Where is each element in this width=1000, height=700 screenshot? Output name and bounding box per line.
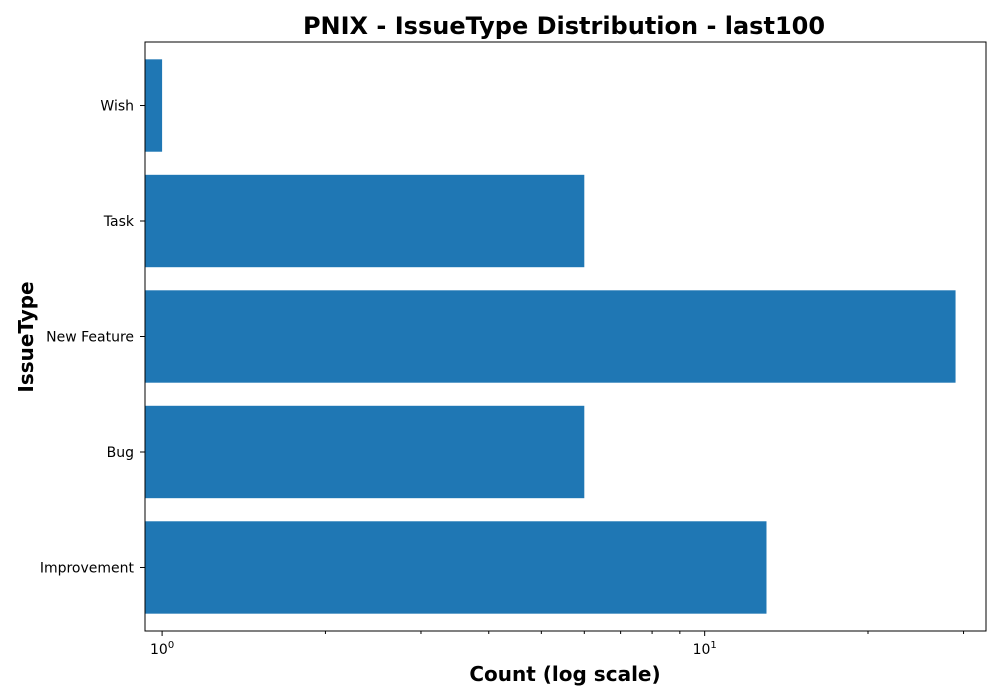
bar-new-feature (145, 290, 956, 383)
x-tick-label: 100 (150, 640, 174, 658)
y-axis-ticks: Improvement Bug New Feature Task Wish (40, 99, 145, 576)
bars-group (145, 59, 956, 614)
y-tick-label: Task (103, 214, 135, 230)
y-tick-label: New Feature (46, 330, 134, 346)
y-axis-label: IssueType (14, 281, 38, 392)
bar-improvement (145, 521, 767, 614)
x-tick-label: 101 (693, 640, 717, 658)
bar-wish (145, 59, 163, 152)
y-tick-label: Bug (107, 445, 134, 461)
x-axis-label: Count (log scale) (469, 662, 660, 686)
y-tick-label: Wish (100, 99, 134, 115)
x-axis-ticks: 100 101 (150, 631, 965, 658)
bar-bug (145, 405, 585, 499)
bar-task (145, 174, 585, 268)
y-tick-label: Improvement (40, 560, 135, 576)
chart-title: PNIX - IssueType Distribution - last100 (303, 12, 825, 40)
